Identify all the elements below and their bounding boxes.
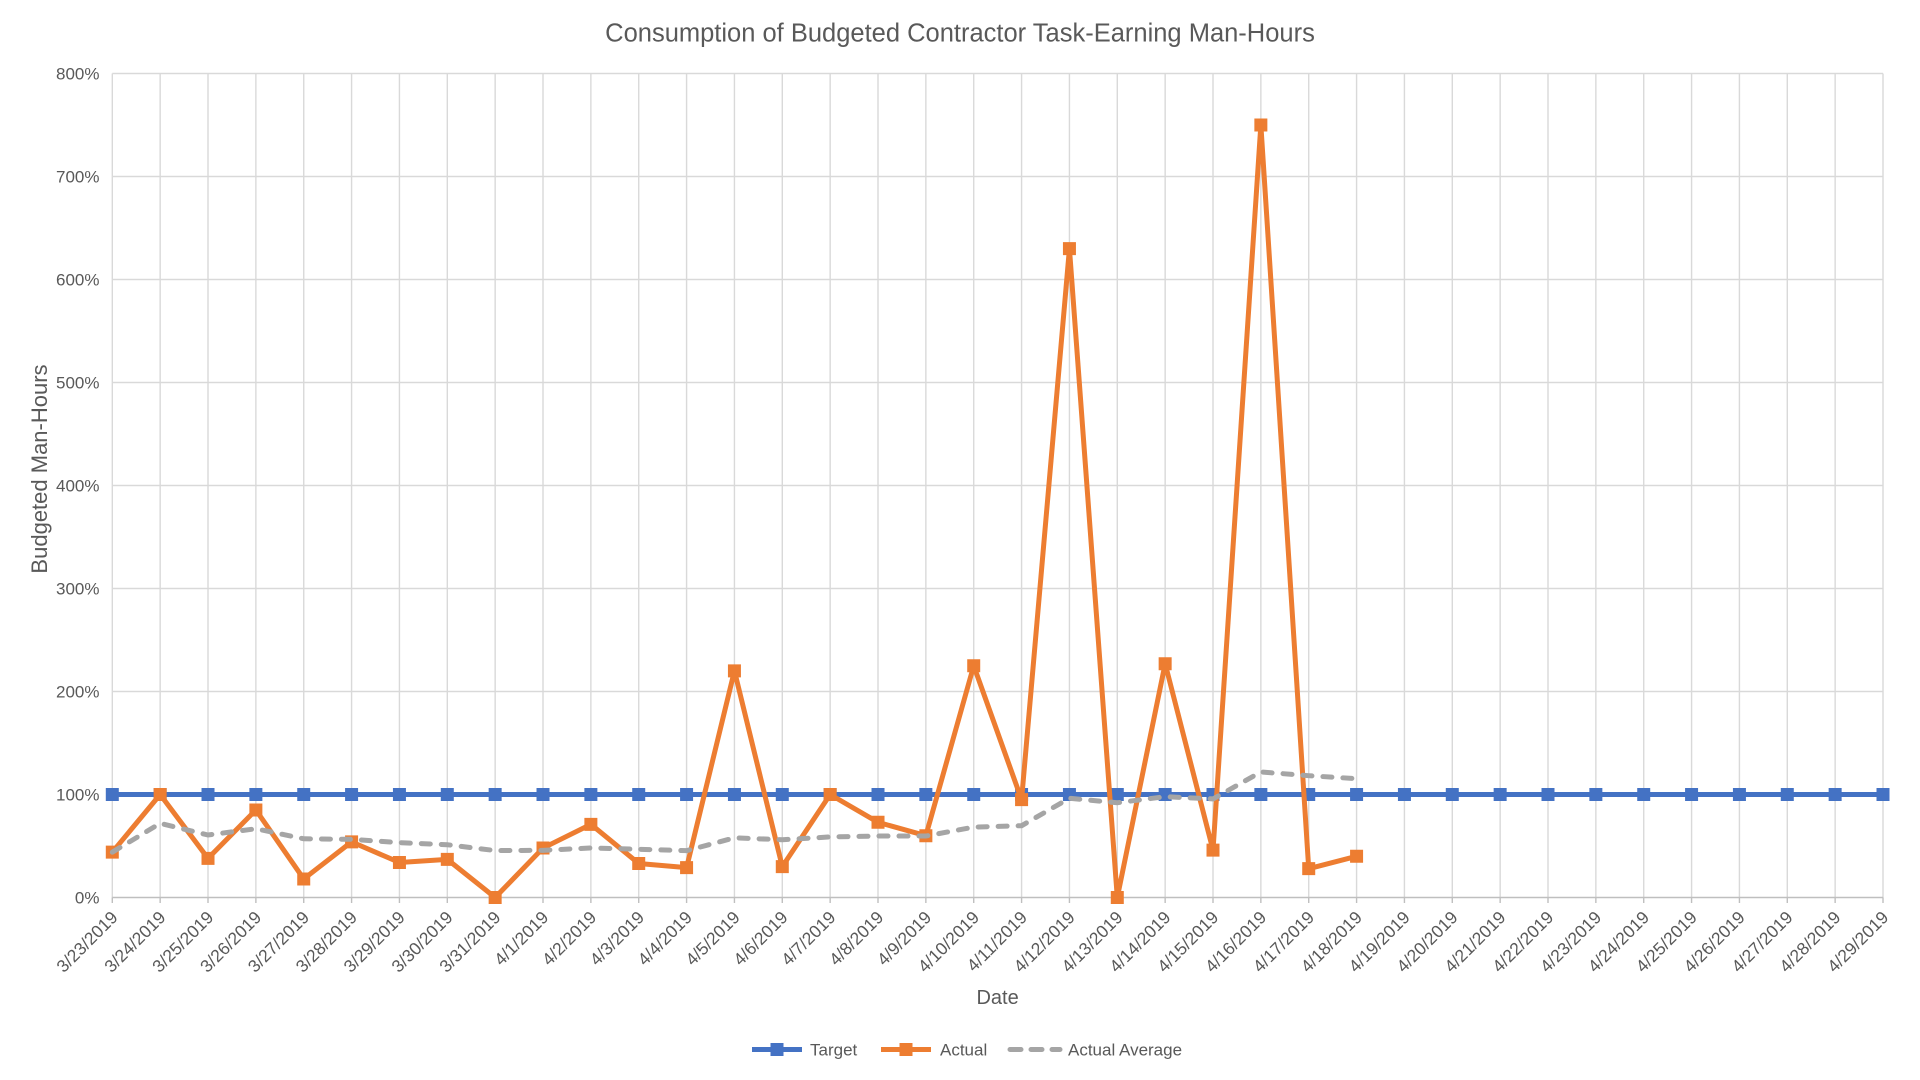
svg-text:0%: 0% [75, 889, 100, 908]
svg-text:Actual: Actual [940, 1041, 987, 1060]
svg-text:Target: Target [810, 1041, 858, 1060]
svg-text:Budgeted Man-Hours: Budgeted Man-Hours [27, 364, 52, 573]
svg-text:200%: 200% [56, 683, 99, 702]
svg-text:600%: 600% [56, 271, 99, 290]
svg-text:Actual Average: Actual Average [1068, 1041, 1182, 1060]
svg-text:800%: 800% [56, 65, 99, 84]
svg-text:700%: 700% [56, 168, 99, 187]
svg-text:400%: 400% [56, 477, 99, 496]
svg-text:500%: 500% [56, 374, 99, 393]
svg-text:Date: Date [976, 987, 1018, 1009]
svg-text:Consumption of Budgeted Contra: Consumption of Budgeted Contractor Task-… [605, 20, 1315, 48]
svg-text:300%: 300% [56, 580, 99, 599]
svg-text:100%: 100% [56, 786, 99, 805]
